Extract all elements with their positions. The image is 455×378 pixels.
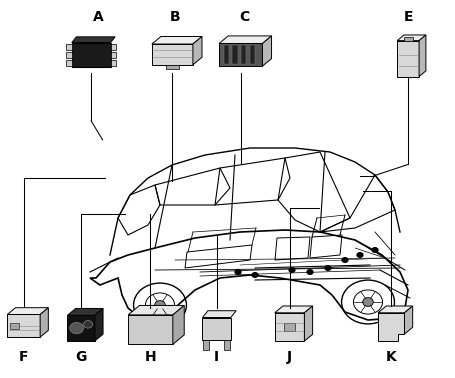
Polygon shape [232, 45, 238, 64]
Polygon shape [67, 315, 95, 341]
Polygon shape [111, 60, 116, 66]
Circle shape [251, 272, 258, 278]
Polygon shape [192, 37, 202, 65]
Polygon shape [72, 43, 111, 67]
Polygon shape [202, 311, 236, 318]
Text: F: F [19, 350, 28, 364]
Text: I: I [213, 350, 219, 364]
Polygon shape [72, 37, 115, 43]
Polygon shape [152, 44, 192, 65]
Polygon shape [203, 340, 208, 350]
Circle shape [306, 269, 313, 275]
Polygon shape [66, 43, 72, 50]
Polygon shape [7, 314, 40, 337]
Polygon shape [262, 36, 271, 66]
Polygon shape [274, 306, 312, 313]
Polygon shape [95, 308, 103, 341]
Circle shape [370, 247, 378, 253]
Polygon shape [223, 45, 229, 64]
Polygon shape [128, 315, 172, 344]
Polygon shape [10, 323, 19, 329]
Circle shape [324, 265, 331, 271]
Text: E: E [403, 10, 412, 24]
Circle shape [288, 267, 295, 273]
Circle shape [234, 269, 241, 275]
Polygon shape [377, 313, 404, 341]
Polygon shape [396, 35, 425, 41]
Polygon shape [152, 37, 202, 44]
Polygon shape [7, 308, 48, 314]
Circle shape [154, 301, 165, 309]
Polygon shape [418, 35, 425, 77]
Polygon shape [128, 305, 184, 315]
Circle shape [70, 322, 83, 334]
Circle shape [341, 257, 348, 263]
Polygon shape [66, 60, 72, 66]
Polygon shape [377, 306, 412, 313]
Polygon shape [283, 323, 294, 331]
Text: H: H [144, 350, 156, 364]
Circle shape [362, 297, 373, 307]
Text: A: A [92, 10, 103, 24]
Polygon shape [165, 65, 179, 69]
Polygon shape [67, 308, 103, 315]
Text: G: G [76, 350, 86, 364]
Polygon shape [172, 305, 184, 344]
Polygon shape [274, 313, 304, 341]
Polygon shape [111, 52, 116, 58]
Text: K: K [385, 350, 396, 364]
Polygon shape [404, 306, 412, 334]
Polygon shape [304, 306, 312, 341]
Polygon shape [66, 52, 72, 58]
Circle shape [83, 321, 92, 328]
Polygon shape [249, 45, 255, 64]
Text: J: J [286, 350, 292, 364]
Polygon shape [111, 43, 116, 50]
Polygon shape [396, 41, 418, 77]
Polygon shape [202, 318, 230, 340]
Polygon shape [219, 43, 262, 66]
Text: C: C [238, 10, 248, 24]
Polygon shape [224, 340, 229, 350]
Polygon shape [403, 37, 412, 41]
Text: B: B [170, 10, 181, 24]
Polygon shape [241, 45, 246, 64]
Polygon shape [219, 36, 271, 43]
Circle shape [355, 252, 363, 258]
Polygon shape [40, 308, 48, 337]
